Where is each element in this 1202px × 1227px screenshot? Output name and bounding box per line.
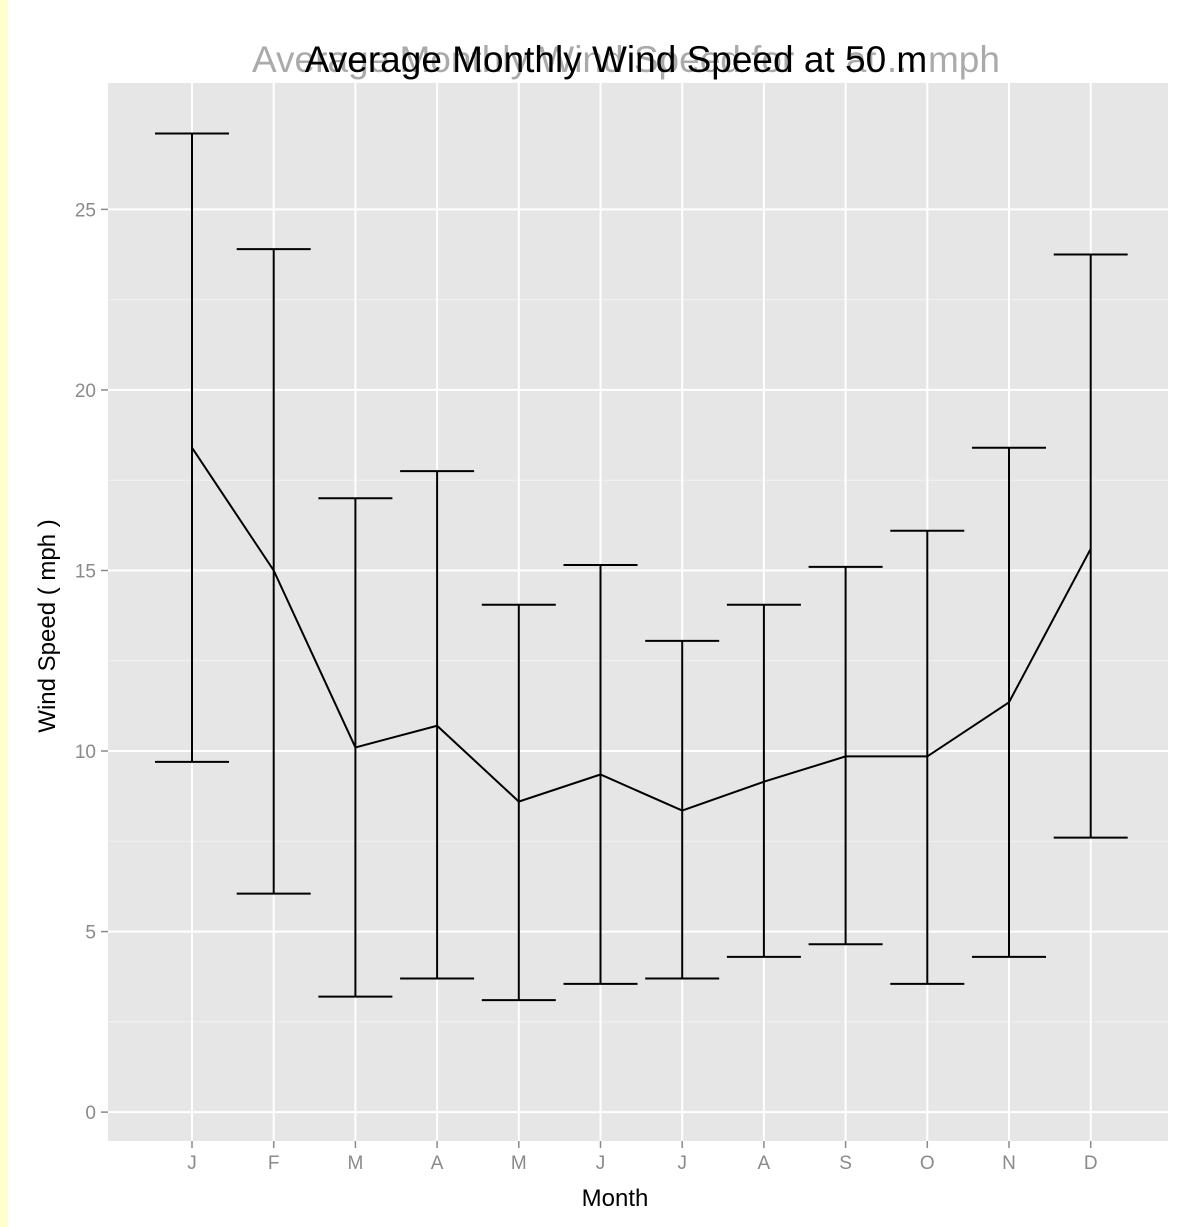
y-tick-label: 25 [75, 200, 96, 221]
mean-line-group [191, 447, 1092, 812]
plot-panel [108, 83, 1168, 1141]
y-axis-title: Wind Speed ( mph ) [34, 519, 61, 732]
x-tick-label: D [1084, 1153, 1098, 1174]
y-tick-label: 5 [85, 923, 96, 944]
x-tick-label: A [758, 1153, 771, 1174]
y-tick-label: 15 [75, 561, 96, 582]
chart-title-overlay: Average Monthly Wind Speed for ... at ..… [252, 39, 1000, 80]
mean-line [191, 447, 1092, 812]
x-tick-label: J [596, 1153, 606, 1174]
x-tick-label: A [431, 1153, 444, 1174]
y-tick-label: 10 [75, 742, 96, 763]
chart-title: Average Monthly Wind Speed at 50 m [305, 39, 928, 80]
x-tick-label: O [920, 1153, 935, 1174]
x-axis-title: Month [582, 1185, 649, 1212]
grid-minor [108, 299, 1168, 1023]
x-tick-label: J [677, 1153, 687, 1174]
y-tick-label: 0 [85, 1103, 96, 1124]
x-tick-label: S [839, 1153, 852, 1174]
x-tick-label: J [187, 1153, 197, 1174]
y-tick-label: 20 [75, 381, 96, 402]
chart-svg: 0 5 10 15 20 25 J F M A M J J A S O N D Average Monthly … [34, 39, 1168, 1212]
chart-frame: 0 5 10 15 20 25 J F M A M J J A S O N D Average Monthly … [8, 0, 1202, 1227]
x-tick-label: N [1002, 1153, 1016, 1174]
x-tick-label: F [268, 1153, 280, 1174]
x-tick-label: M [511, 1153, 527, 1174]
x-tick-label: M [347, 1153, 363, 1174]
y-axis-ticks: 0 5 10 15 20 25 [75, 200, 108, 1124]
